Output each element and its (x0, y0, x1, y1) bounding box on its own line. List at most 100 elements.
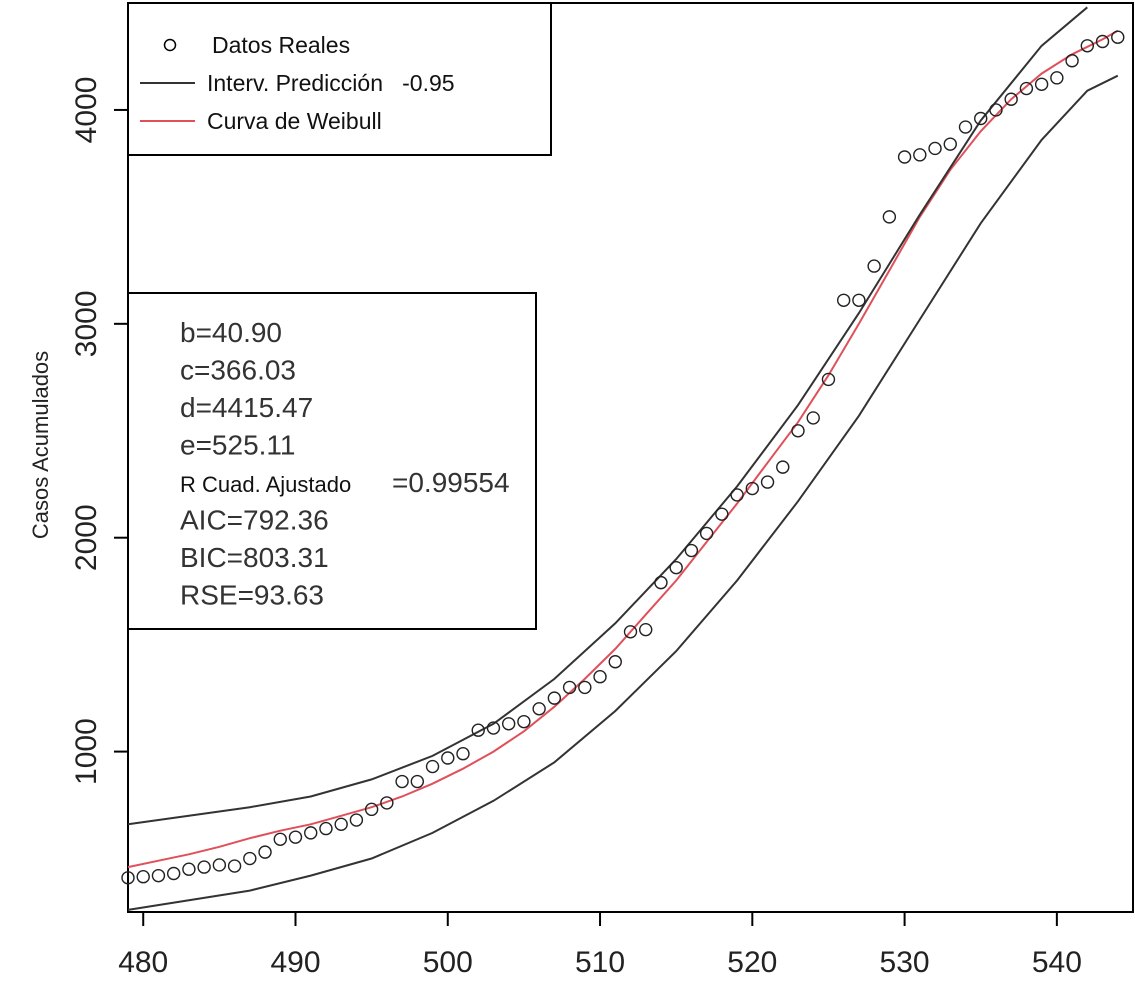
data-point (212, 858, 227, 872)
data-point (136, 870, 150, 884)
x-tick-label: 480 (118, 946, 168, 979)
data-point (821, 372, 836, 387)
x-tick-label: 530 (880, 946, 930, 979)
data-point (380, 796, 394, 810)
data-point (1019, 81, 1034, 96)
data-point (395, 774, 409, 789)
stats-line: AIC=792.36 (180, 505, 329, 536)
data-point (654, 575, 668, 590)
x-tick-label: 520 (727, 946, 777, 979)
axes-layer: 480 490 500 510 520 530 540 1000 2000 3000 4000 (70, 77, 1082, 979)
legend: Datos Reales Interv. Predicción -0.95 Curv… (127, 2, 552, 156)
y-tick-label: 1000 (70, 718, 103, 785)
data-point (913, 148, 927, 162)
data-point (166, 866, 181, 881)
data-point (288, 830, 303, 844)
data-point (349, 813, 364, 827)
data-point (578, 680, 592, 695)
data-point (715, 507, 729, 521)
data-point (304, 826, 318, 840)
data-point (547, 691, 562, 705)
stats-box-border (127, 292, 537, 630)
data-point (593, 670, 607, 684)
data-point (1080, 39, 1095, 53)
y-tick-label: 2000 (70, 504, 103, 571)
x-tick-label: 510 (575, 946, 625, 979)
data-point (1034, 77, 1049, 91)
data-point (928, 141, 942, 156)
data-point (182, 862, 196, 876)
data-point (243, 851, 257, 866)
legend-label: Curva de Weibull (207, 108, 382, 134)
data-point (989, 103, 1003, 117)
data-point (319, 821, 333, 836)
data-point (836, 293, 851, 307)
stats-line: RSE=93.63 (180, 580, 324, 611)
stats-line: BIC=803.31 (180, 542, 329, 573)
data-point (273, 832, 287, 846)
legend-box (127, 2, 552, 156)
data-point (958, 120, 973, 134)
stats-value: =0.99554 (392, 467, 510, 498)
data-point (684, 543, 699, 558)
data-point (791, 424, 805, 438)
legend-label: Datos Reales (212, 32, 350, 58)
data-point (258, 845, 272, 859)
data-point (1111, 30, 1125, 44)
data-point (121, 871, 135, 885)
data-point (334, 817, 348, 832)
data-point (486, 721, 501, 735)
data-point (760, 475, 775, 489)
data-point (227, 859, 242, 873)
data-point (1065, 54, 1079, 68)
data-point (669, 560, 683, 575)
weibull-curve-line (127, 29, 1119, 869)
data-point (623, 625, 638, 639)
data-point (699, 526, 714, 541)
data-point (1004, 92, 1018, 106)
data-point (410, 774, 425, 789)
data-point (745, 481, 760, 496)
data-point (1095, 34, 1110, 49)
x-tick-label: 540 (1032, 946, 1082, 979)
legend-label: Interv. Predicción -0.95 (207, 70, 455, 96)
data-point (974, 111, 988, 126)
data-point (532, 702, 546, 716)
data-point (806, 411, 820, 425)
data-point (151, 868, 166, 883)
data-point (776, 460, 790, 474)
data-point (501, 717, 516, 731)
data-point (608, 655, 622, 669)
data-point (852, 293, 866, 307)
data-point (730, 488, 744, 502)
y-tick-label: 4000 (70, 77, 103, 144)
data-point (897, 150, 912, 164)
stats-line: b=40.90 (180, 317, 282, 348)
data-point (364, 802, 379, 817)
data-point (456, 747, 470, 761)
legend-marker-circle (163, 38, 177, 52)
stats-box: b=40.90 c=366.03 d=4415.47 e=525.11 R Cuad. … (127, 292, 537, 630)
data-point (562, 680, 577, 695)
series-layer (121, 6, 1125, 911)
prediction-interval-line (127, 74, 1119, 911)
stats-label: R Cuad. Ajustado (180, 472, 351, 497)
data-point (517, 714, 531, 729)
data-point (197, 860, 211, 874)
stats-line: d=4415.47 (180, 392, 313, 423)
prediction-interval-line (127, 6, 1088, 826)
stats-line: c=366.03 (180, 355, 296, 386)
stats-line: e=525.11 (180, 430, 296, 461)
data-point (471, 723, 485, 737)
y-tick-label: 3000 (70, 290, 103, 357)
data-point (441, 751, 455, 765)
data-point (1050, 71, 1064, 85)
data-point (639, 622, 653, 637)
data-point (943, 137, 957, 151)
y-axis-title: Casos Acumulados (28, 351, 53, 539)
data-point (882, 210, 897, 224)
data-point (867, 259, 881, 273)
data-point (425, 759, 440, 774)
x-tick-label: 490 (270, 946, 320, 979)
